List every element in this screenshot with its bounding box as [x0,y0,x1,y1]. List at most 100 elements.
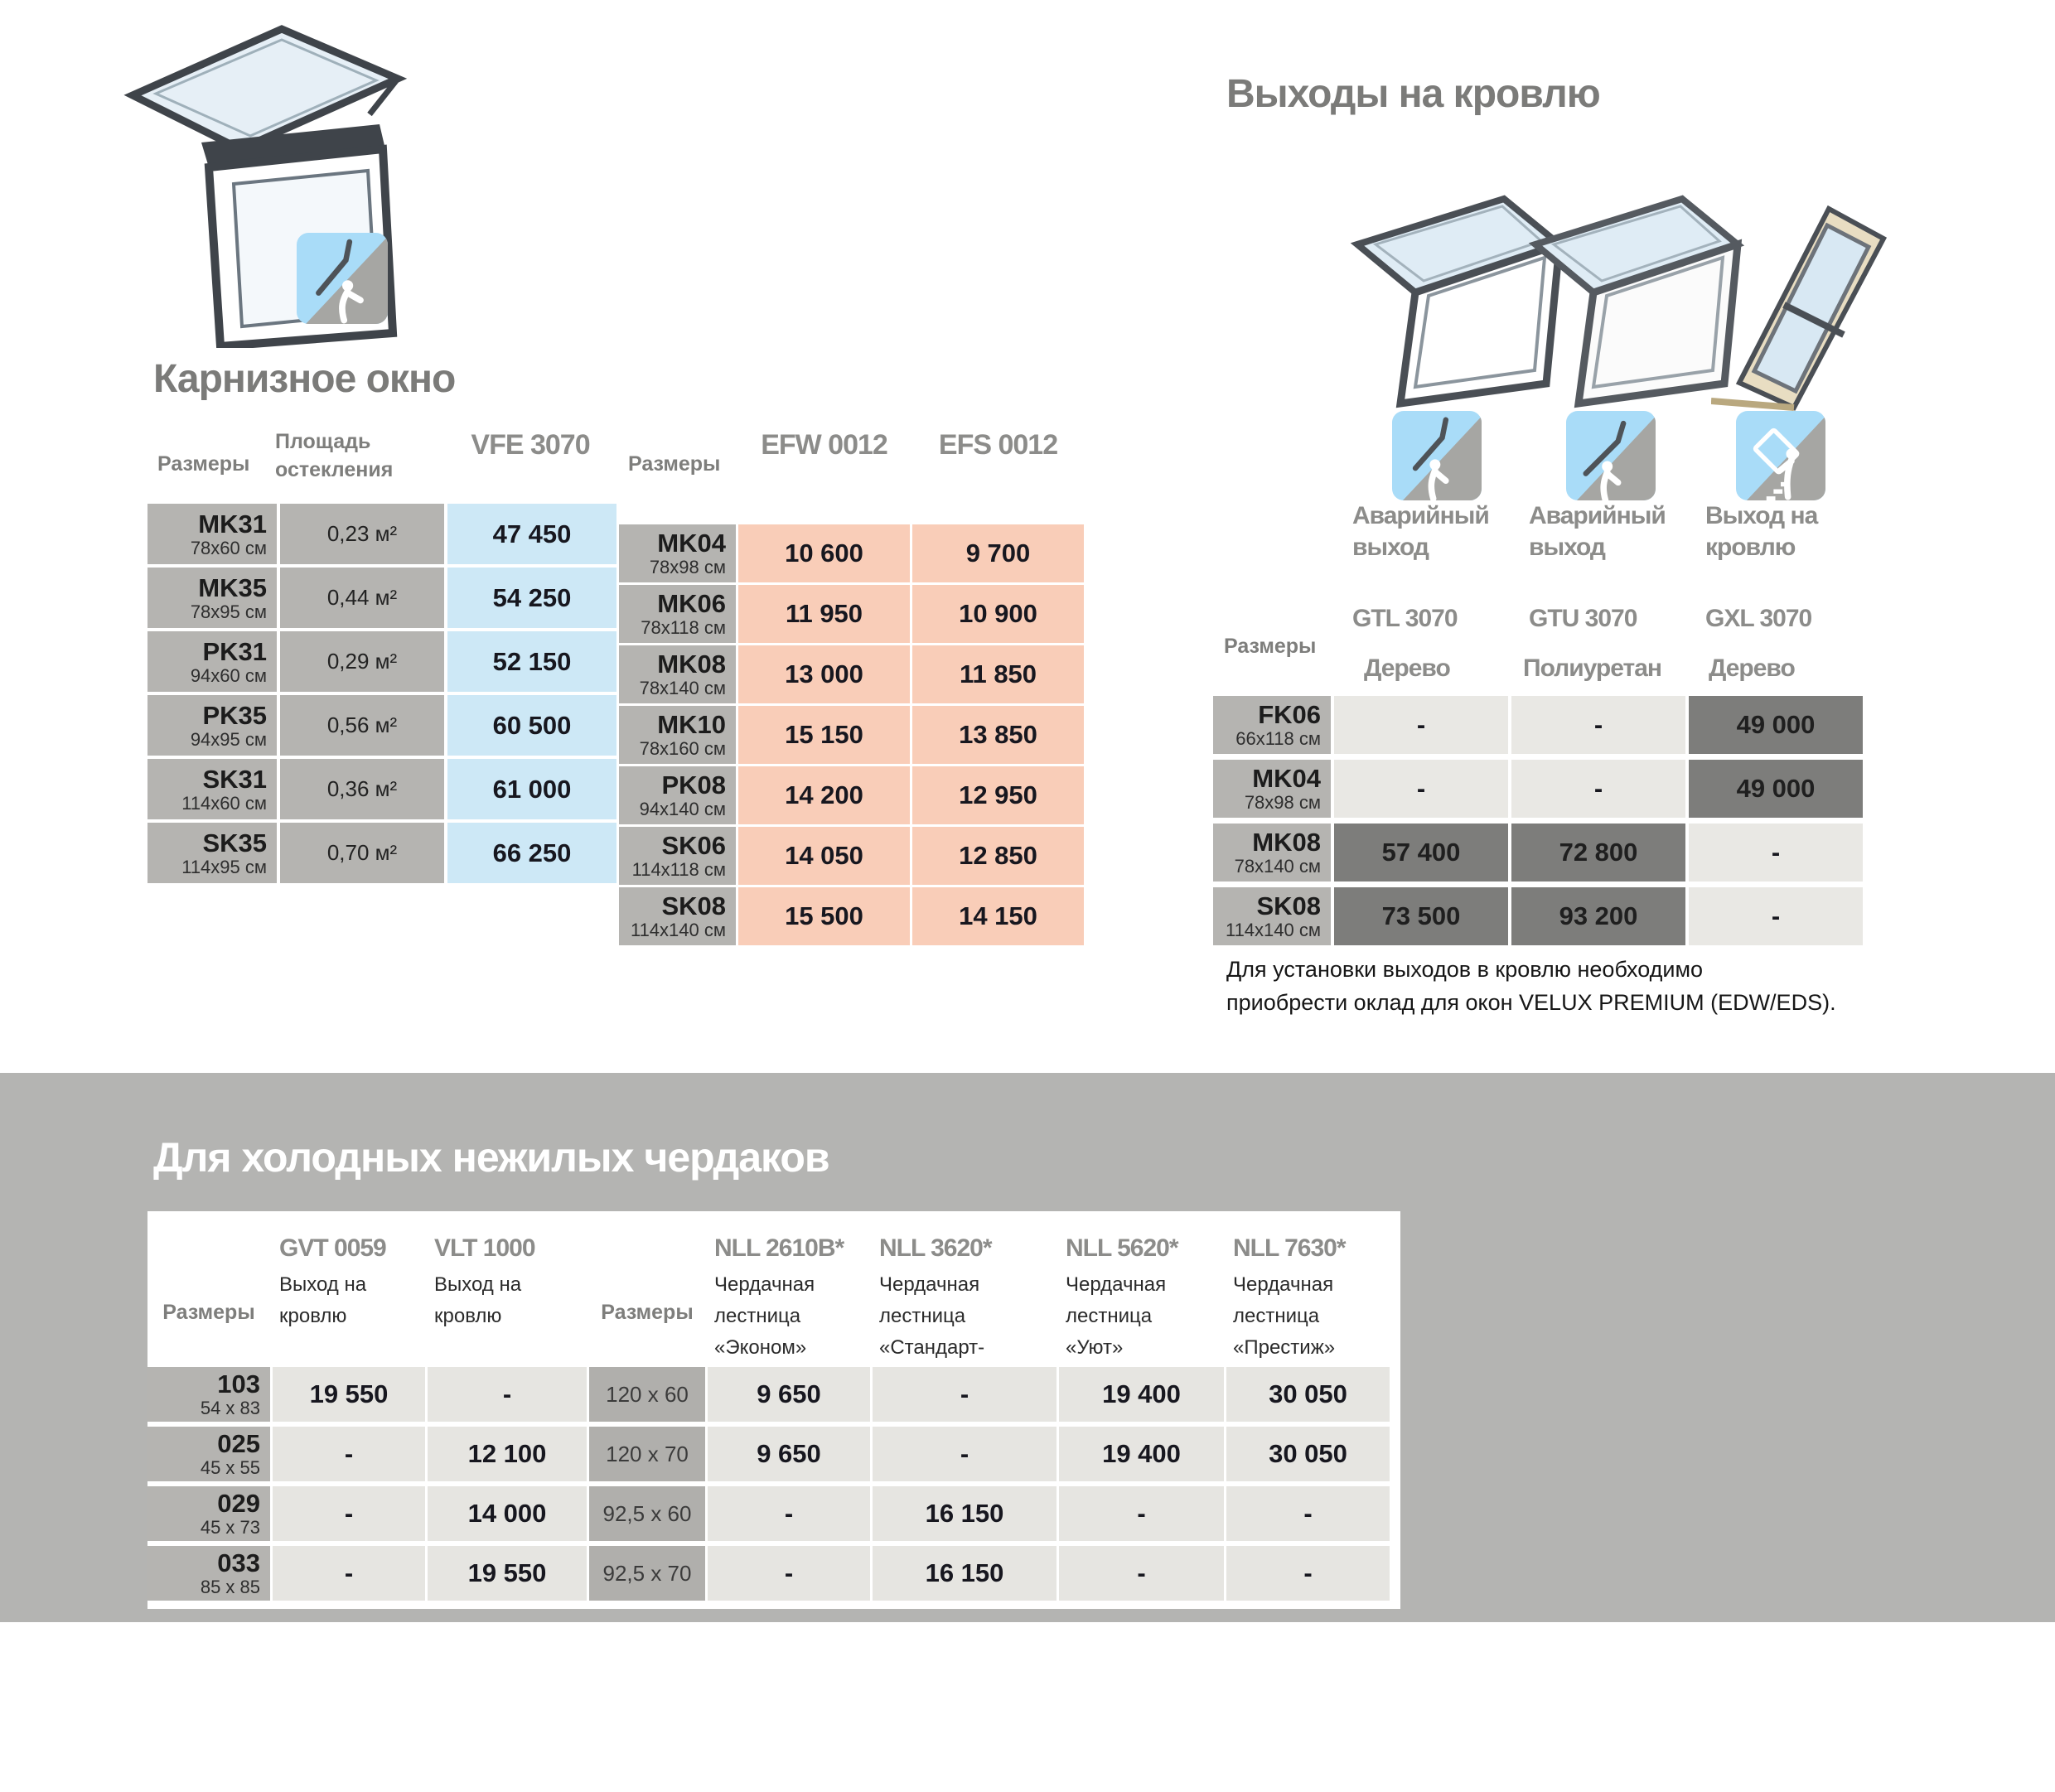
price-cell: 61 000 [447,759,616,819]
size-label: 94x95 см [190,728,267,750]
t4-sizes-header-2: Размеры [601,1301,694,1324]
model-label: PK08 [661,770,726,799]
t4-model-subtitle: Выход на кровлю [279,1273,367,1327]
t4-model-subtitle: Выход на кровлю [434,1273,522,1327]
size-label: 54 x 83 [200,1398,260,1418]
price-cell: - [873,1367,1057,1422]
model-label: 025 [217,1429,260,1458]
price-cell: 12 850 [912,827,1084,885]
price-cell: 13 000 [738,645,910,703]
price-cell: - [428,1367,587,1422]
price-cell: 54 250 [447,568,616,628]
size-label: 78x140 см [639,678,726,698]
t2-efw-header: EFW 0012 [761,429,888,461]
roof-exits-footnote-line2: приобрести оклад для окон VELUX PREMIUM … [1226,990,1836,1015]
roof-exits-footnote-line1: Для установки выходов в кровлю необходим… [1226,957,1704,982]
size-label: 78x95 см [190,601,267,622]
exit-type-header: Аварийный выход [1529,502,1666,561]
t4-sizes-header-1: Размеры [162,1301,255,1324]
size-label: 114x95 см [181,856,267,877]
ladder-size-cell: 120 x 70 [589,1427,705,1481]
size-label: 66x118 см [1235,728,1321,749]
model-label: SK31 [202,764,267,794]
roof-access-steps-person-icon [1736,411,1825,500]
model-label: 029 [217,1489,260,1518]
size-label: 85 x 85 [200,1577,260,1597]
price-cell: - [1226,1486,1390,1541]
model-size-cell: MK10 78x160 см [619,706,736,764]
price-cell: - [1226,1546,1390,1601]
price-cell: 14 150 [912,887,1084,945]
ladder-size-cell: 92,5 x 60 [589,1486,705,1541]
model-label: MK10 [657,710,726,739]
model-size-cell: SK31 114x60 см [147,759,277,819]
price-cell: - [1334,760,1508,818]
emergency-roof-exit-person-icon [1392,411,1482,500]
exit-material-header: Дерево [1709,654,1796,682]
model-size-cell: PK35 94x95 см [147,695,277,756]
model-size-cell: 029 45 x 73 [147,1486,270,1541]
t1-area-header: Площадь остекления [275,430,394,481]
price-cell: 60 500 [447,695,616,756]
area-cell: 0,44 м² [280,568,444,628]
price-cell: 13 850 [912,706,1084,764]
t4-model-header: GVT 0059 [279,1234,387,1262]
price-cell: - [1511,696,1685,754]
cornice-vfe-table: MK31 78x60 см 0,23 м² 47 450 MK35 78x95 … [147,504,616,883]
model-size-cell: SK08 114x140 см [1213,887,1331,945]
model-size-cell: PK08 94x140 см [619,766,736,824]
t4-model-subtitle: Чердачная лестница «Престиж» [1233,1273,1336,1359]
model-size-cell: MK04 78x98 см [619,524,736,582]
price-cell: 12 950 [912,766,1084,824]
price-cell: - [1059,1546,1224,1601]
t4-model-header: VLT 1000 [434,1234,536,1262]
price-cell: 14 000 [428,1486,587,1541]
exit-material-header: Дерево [1364,654,1451,682]
size-label: 78x118 см [641,617,726,638]
price-cell: 47 450 [447,504,616,564]
model-label: MK35 [198,572,267,602]
price-cell: 19 550 [428,1546,587,1601]
cold-attics-table: 103 54 x 83 19 550 - 120 x 60 9 650 - 19… [147,1367,1390,1601]
model-label: 103 [217,1369,260,1398]
price-cell: 30 050 [1226,1427,1390,1481]
size-label: 114x118 см [631,859,726,880]
model-label: MK31 [198,509,267,539]
price-cell: 19 550 [273,1367,425,1422]
area-cell: 0,23 м² [280,504,444,564]
price-cell: 93 200 [1511,887,1685,945]
price-cell: 49 000 [1689,696,1863,754]
price-cell: - [708,1486,870,1541]
price-cell: 72 800 [1511,824,1685,882]
price-cell: 30 050 [1226,1367,1390,1422]
model-label: SK08 [661,891,726,920]
price-cell: 10 900 [912,585,1084,643]
exit-model-header: GTU 3070 [1529,605,1637,632]
t4-model-subtitle: Чердачная лестница «Эконом» [714,1273,815,1359]
price-cell: 11 950 [738,585,910,643]
model-label: MK04 [657,529,726,558]
ladder-size-cell: 120 x 60 [589,1367,705,1422]
model-label: MK08 [657,650,726,679]
price-cell: 14 200 [738,766,910,824]
model-size-cell: 025 45 x 55 [147,1427,270,1481]
exit-model-header: GTL 3070 [1352,605,1458,632]
model-size-cell: SK06 114x118 см [619,827,736,885]
model-label: PK31 [202,636,267,666]
size-label: 114x60 см [181,792,267,814]
price-cell: - [1511,760,1685,818]
model-label: PK35 [202,700,267,730]
size-label: 78x98 см [649,557,726,577]
roof-exits-section-title: Выходы на кровлю [1226,72,1601,116]
model-size-cell: MK04 78x98 см [1213,760,1331,818]
model-size-cell: MK06 78x118 см [619,585,736,643]
model-size-cell: MK08 78x140 см [1213,824,1331,882]
price-cell: 66 250 [447,823,616,883]
t4-model-header: NLL 7630* [1233,1234,1347,1262]
gtu-roof-exit-illustration [1528,195,1745,408]
cold-attics-section-title: Для холодных нежилых чердаков [153,1134,830,1181]
model-size-cell: MK31 78x60 см [147,504,277,564]
price-cell: - [1059,1486,1224,1541]
model-size-cell: PK31 94x60 см [147,631,277,692]
exit-model-header: GXL 3070 [1705,605,1812,632]
